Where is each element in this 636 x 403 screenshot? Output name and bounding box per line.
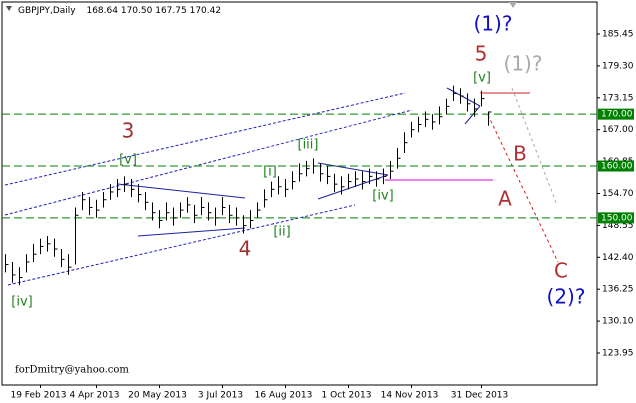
x-tick-label: 1 Oct 2013 xyxy=(322,391,372,401)
header-arrow xyxy=(6,6,12,11)
y-tick-label: 154.70 xyxy=(602,189,634,199)
wave-label: 3 xyxy=(122,119,135,143)
symbol: GBPJPY,Daily xyxy=(18,6,76,16)
x-tick-label: 4 Apr 2013 xyxy=(70,391,120,401)
wave-label: (1)? xyxy=(474,12,513,36)
wave-label: B xyxy=(513,142,527,166)
y-tick-label: 123.95 xyxy=(602,348,634,358)
wave-label: [iv] xyxy=(372,189,393,204)
level-label: 170.00 xyxy=(601,110,633,120)
level-label: 150.00 xyxy=(601,213,633,223)
channel-line xyxy=(4,109,413,216)
low: 167.75 xyxy=(155,6,187,16)
x-tick-label: 3 Jul 2013 xyxy=(198,391,243,401)
wave-label: C xyxy=(554,259,568,283)
high: 170.50 xyxy=(121,6,153,16)
triangle-line xyxy=(117,183,246,199)
plot-frame xyxy=(1,1,598,386)
x-tick-label: 14 Nov 2013 xyxy=(381,391,439,401)
channel-line xyxy=(4,92,406,186)
wave-label: [v] xyxy=(473,71,491,86)
y-tick-label: 142.40 xyxy=(602,253,634,263)
wave-label: [iv] xyxy=(11,295,32,310)
triangle-line xyxy=(137,227,246,237)
y-tick-label: 130.10 xyxy=(602,317,634,327)
y-tick-label: 179.30 xyxy=(602,61,634,71)
price-bars xyxy=(5,85,492,286)
wave-label: A xyxy=(498,187,512,211)
wave-label: [ii] xyxy=(273,225,290,240)
wave-label: [i] xyxy=(263,165,277,180)
y-tick-label: 185.45 xyxy=(602,30,634,40)
x-tick-label: 31 Dec 2013 xyxy=(451,391,509,401)
level-label-box xyxy=(598,212,634,224)
y-tick-label: 148.55 xyxy=(602,221,634,231)
wave-label: [iii] xyxy=(298,138,319,153)
y-tick-label: 136.25 xyxy=(602,285,634,295)
y-tick-label: 167.00 xyxy=(602,125,634,135)
x-tick-label: 16 Aug 2013 xyxy=(255,391,313,401)
wave-label: 5 xyxy=(475,42,488,66)
open: 168.64 xyxy=(86,6,118,16)
watermark: forDmitry@yahoo.com xyxy=(15,365,129,376)
wave-label: [v] xyxy=(119,153,137,168)
wave-label: 4 xyxy=(239,237,252,261)
level-label-box xyxy=(598,108,634,120)
chart-header: GBPJPY,Daily 168.64 170.50 167.75 170.42 xyxy=(18,6,221,16)
projection xyxy=(511,87,558,206)
level-label-box xyxy=(598,160,634,172)
y-tick-label: 173.15 xyxy=(602,93,634,103)
level-label: 160.00 xyxy=(601,162,633,172)
x-tick-label: 20 May 2013 xyxy=(128,391,187,401)
wave-label: (2)? xyxy=(547,285,586,309)
x-tick-label: 19 Feb 2013 xyxy=(10,391,66,401)
close: 170.42 xyxy=(190,6,222,16)
shift-marker xyxy=(509,2,517,8)
wave-label: (1)? xyxy=(504,52,543,76)
